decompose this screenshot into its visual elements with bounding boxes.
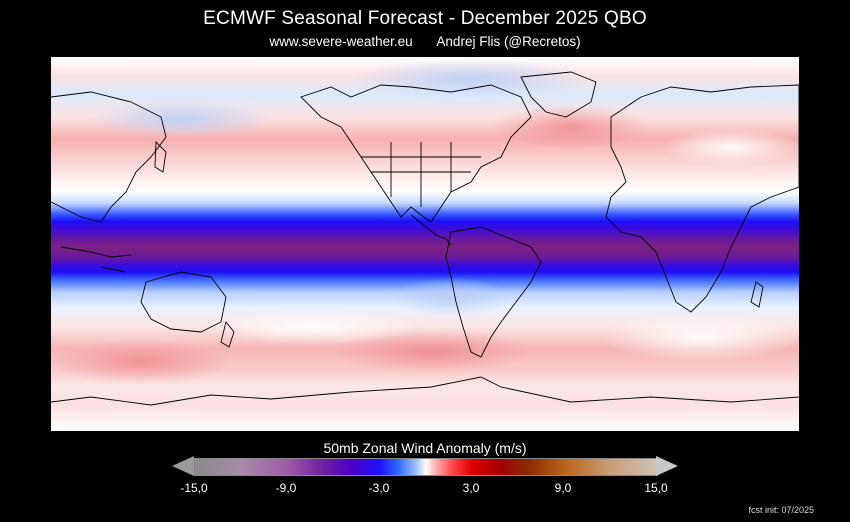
colorbar xyxy=(172,456,678,476)
colorbar-tick: -15,0 xyxy=(180,481,208,495)
author-label: Andrej Flis (@Recretos) xyxy=(436,34,581,49)
forecast-map xyxy=(51,57,799,431)
legend-title: 50mb Zonal Wind Anomaly (m/s) xyxy=(323,440,527,456)
colorbar-tick: -9,0 xyxy=(275,481,297,495)
map-svg xyxy=(51,57,799,431)
colorbar-tick: -3,0 xyxy=(368,481,390,495)
chart-subtitle: www.severe-weather.eu Andrej Flis (@Recr… xyxy=(0,34,850,49)
colorbar-max-arrow-icon xyxy=(656,456,678,476)
colorbar-tick: 9,0 xyxy=(554,481,572,495)
colorbar-tick: 3,0 xyxy=(462,481,480,495)
website-label: www.severe-weather.eu xyxy=(269,34,413,49)
colorbar-min-arrow-icon xyxy=(172,456,194,476)
colorbar-tick: 15,0 xyxy=(644,481,668,495)
colorbar-gradient xyxy=(194,458,658,476)
forecast-init-label: fcst init: 07/2025 xyxy=(748,505,814,515)
chart-title: ECMWF Seasonal Forecast - December 2025 … xyxy=(203,8,647,29)
coastlines xyxy=(51,71,799,406)
